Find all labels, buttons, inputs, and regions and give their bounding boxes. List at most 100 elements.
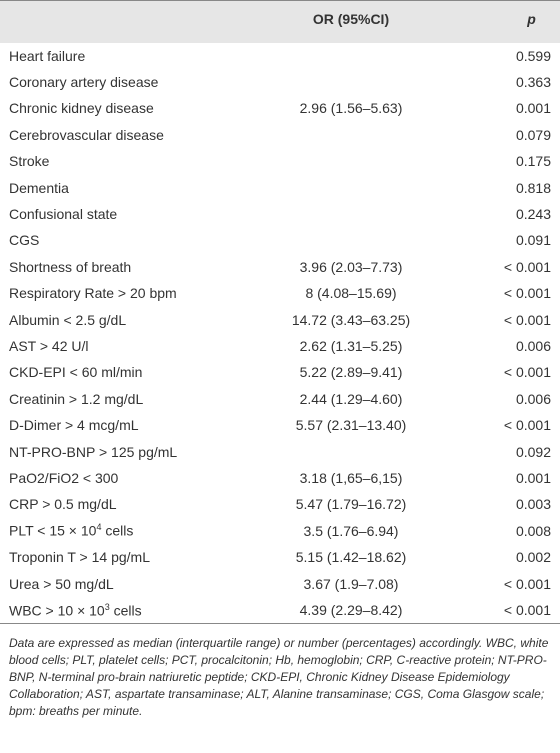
row: Respiratory Rate > 20 bpm 8 (4.08–15.69) <…	[0, 280, 560, 306]
label-cell: Creatinin > 1.2 mg/dL	[9, 390, 144, 407]
p-cell: 0.818	[515, 179, 551, 196]
label-cell: Troponin T > 14 pg/mL	[9, 549, 150, 566]
or-cell	[250, 43, 452, 69]
row: Dementia 0.818	[0, 174, 560, 200]
label-cell: Stroke	[9, 153, 50, 170]
row: Shortness of breath 3.96 (2.03–7.73) < 0.0…	[0, 254, 560, 280]
row: Coronary artery disease 0.363	[0, 69, 560, 95]
row: D-Dimer > 4 mcg/mL 5.57 (2.31–13.40) < 0.0…	[0, 412, 560, 438]
or-cell: 5.57 (2.31–13.40)	[295, 417, 407, 434]
label-cell: PaO2/FiO2 < 300	[9, 469, 119, 486]
label-cell: AST > 42 U/l	[9, 337, 89, 354]
label-cell: Cerebrovascular disease	[9, 126, 164, 143]
label-cell: Dementia	[9, 179, 69, 196]
or-cell: 2.44 (1.29–4.60)	[299, 390, 403, 407]
header-cell	[0, 1, 250, 43]
p-cell: 0.243	[515, 206, 551, 223]
p-cell: 0.001	[515, 469, 551, 486]
label-cell: CGS	[9, 232, 40, 249]
row: Cerebrovascular disease 0.079	[0, 122, 560, 148]
or-cell: 14.72 (3.43–63.25)	[291, 311, 411, 328]
or-cell: 8 (4.08–15.69)	[305, 285, 397, 302]
row: Urea > 50 mg/dL 3.67 (1.9–7.08) < 0.001	[0, 570, 560, 596]
label-cell: Respiratory Rate > 20 bpm	[9, 285, 177, 302]
or-cell: 2.96 (1.56–5.63)	[299, 100, 403, 117]
p-cell: 0.363	[515, 74, 551, 91]
or-cell	[250, 69, 452, 95]
or-cell	[250, 174, 452, 200]
or-cell	[250, 122, 452, 148]
p-cell: < 0.001	[503, 364, 551, 381]
p-cell: 0.003	[515, 496, 551, 513]
or-cell	[250, 201, 452, 227]
table-body: Heart failure 0.599 Coronary artery diseas…	[0, 43, 560, 624]
header-row: OR (95%CI) p	[0, 0, 560, 43]
row: Chronic kidney disease 2.96 (1.56–5.63) 0.…	[0, 95, 560, 121]
superscript: 3	[104, 601, 110, 612]
label-cell: Shortness of breath	[9, 258, 132, 275]
label-text: PLT < 15 × 10	[9, 523, 97, 540]
p-cell: 0.006	[515, 337, 551, 354]
or-cell: 4.39 (2.29–8.42)	[299, 601, 403, 618]
label-cell: Urea > 50 mg/dL	[9, 575, 114, 592]
label-cell: NT-PRO-BNP > 125 pg/mL	[9, 443, 178, 460]
footnote: Data are expressed as median (interquart…	[9, 636, 549, 719]
p-cell: < 0.001	[503, 601, 551, 618]
row: Confusional state 0.243	[0, 201, 560, 227]
or-cell	[250, 148, 452, 174]
p-cell: 0.002	[515, 549, 551, 566]
or-cell: 5.47 (1.79–16.72)	[295, 496, 407, 513]
label-cell: Chronic kidney disease	[9, 100, 154, 117]
p-cell: 0.092	[515, 443, 551, 460]
label-cell: WBC > 10 × 103 cells	[0, 597, 250, 624]
p-cell: 0.091	[515, 232, 551, 249]
row: NT-PRO-BNP > 125 pg/mL 0.092	[0, 438, 560, 464]
table-head: OR (95%CI) p	[0, 0, 560, 43]
label-cell: CRP > 0.5 mg/dL	[9, 496, 117, 513]
row: PLT < 15 × 104 cells 3.5 (1.76–6.94) 0.008	[0, 518, 560, 544]
or-cell	[250, 227, 452, 253]
superscript: 4	[96, 522, 102, 533]
or-cell: 5.22 (2.89–9.41)	[299, 364, 403, 381]
label-cell: D-Dimer > 4 mcg/mL	[9, 417, 139, 434]
row: CGS 0.091	[0, 227, 560, 253]
p-cell: < 0.001	[503, 258, 551, 275]
p-cell: 0.006	[515, 390, 551, 407]
label-cell: Albumin < 2.5 g/dL	[9, 311, 127, 328]
table-figure: OR (95%CI) p Heart failure 0.599 Coronary …	[0, 0, 560, 719]
label-cell: PLT < 15 × 104 cells	[0, 518, 250, 544]
p-cell: < 0.001	[503, 575, 551, 592]
row: Heart failure 0.599	[0, 43, 560, 69]
p-cell: 0.008	[515, 522, 551, 539]
p-cell: < 0.001	[503, 311, 551, 328]
or-cell: 3.67 (1.9–7.08)	[303, 575, 399, 592]
or-cell: 2.62 (1.31–5.25)	[299, 337, 403, 354]
row: AST > 42 U/l 2.62 (1.31–5.25) 0.006	[0, 333, 560, 359]
or-cell: 3.18 (1,65–6,15)	[299, 469, 403, 486]
row: Albumin < 2.5 g/dL 14.72 (3.43–63.25) < 0.…	[0, 306, 560, 332]
row: CRP > 0.5 mg/dL 5.47 (1.79–16.72) 0.003	[0, 491, 560, 517]
label-cell: Confusional state	[9, 206, 118, 223]
label-cell: CKD-EPI < 60 ml/min	[9, 364, 143, 381]
row: PaO2/FiO2 < 300 3.18 (1,65–6,15) 0.001	[0, 465, 560, 491]
p-cell: < 0.001	[503, 285, 551, 302]
row: Creatinin > 1.2 mg/dL 2.44 (1.29–4.60) 0.0…	[0, 386, 560, 412]
p-cell: 0.175	[515, 153, 551, 170]
row: WBC > 10 × 103 cells 4.39 (2.29–8.42) < 0.…	[0, 597, 560, 624]
p-cell: 0.599	[515, 47, 551, 64]
or-cell: 3.96 (2.03–7.73)	[299, 258, 403, 275]
or-cell: 5.15 (1.42–18.62)	[295, 549, 407, 566]
or-cell: 3.5 (1.76–6.94)	[303, 522, 399, 539]
results-table: OR (95%CI) p Heart failure 0.599 Coronary …	[0, 0, 560, 625]
header-cell: OR (95%CI)	[312, 11, 390, 27]
label-text: WBC > 10 × 10	[9, 602, 105, 619]
p-cell: 0.001	[515, 100, 551, 117]
p-cell: 0.079	[515, 126, 551, 143]
or-cell	[250, 438, 452, 464]
label-cell: Coronary artery disease	[9, 74, 159, 91]
header-cell: p	[527, 11, 536, 27]
label-text: cells	[101, 523, 134, 540]
row: Stroke 0.175	[0, 148, 560, 174]
label-text: cells	[109, 602, 142, 619]
